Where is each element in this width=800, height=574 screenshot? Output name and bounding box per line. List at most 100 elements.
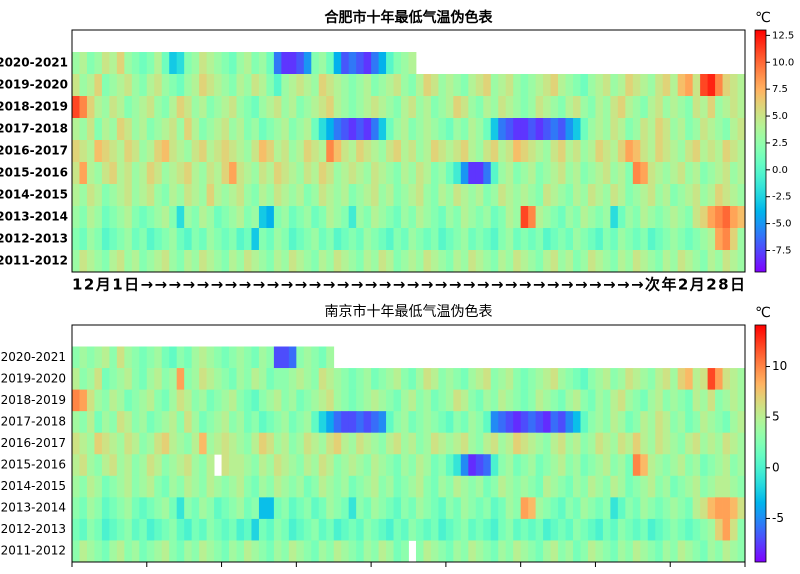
heat-cell xyxy=(371,368,379,390)
heat-cell xyxy=(528,389,537,412)
heat-cell xyxy=(401,454,409,477)
heat-cell xyxy=(595,454,604,477)
heat-cell xyxy=(558,411,566,434)
heat-cell xyxy=(199,74,207,97)
heat-cell xyxy=(116,52,125,75)
heat-cell xyxy=(662,228,671,251)
heat-cell xyxy=(318,140,327,163)
heat-cell xyxy=(124,206,133,229)
heat-cell xyxy=(475,389,484,412)
heat-cell xyxy=(670,540,679,563)
heat-cell xyxy=(221,96,230,119)
heat-cell xyxy=(722,140,731,163)
heat-cell xyxy=(273,389,282,412)
heat-cell xyxy=(101,411,110,434)
heat-cell xyxy=(543,368,551,390)
heat-cell xyxy=(318,475,327,498)
heat-cell xyxy=(677,389,686,412)
heat-cell xyxy=(221,518,230,541)
heat-cell xyxy=(318,454,327,477)
heat-cell xyxy=(393,162,402,185)
heat-cell xyxy=(281,184,290,207)
heat-cell xyxy=(191,140,200,163)
heat-cell xyxy=(460,250,469,273)
heat-cell xyxy=(86,540,95,563)
heat-cell xyxy=(707,228,716,251)
colorbar-unit: ℃ xyxy=(755,10,771,26)
heat-cell xyxy=(468,206,477,229)
heat-cell xyxy=(296,432,305,455)
heat-cell xyxy=(520,206,529,229)
heat-cell xyxy=(565,162,574,185)
heat-cell xyxy=(401,96,409,119)
heat-cell xyxy=(243,250,252,273)
heat-cell xyxy=(199,184,207,207)
heat-cell xyxy=(423,454,432,477)
heat-cell xyxy=(214,497,222,520)
heat-cell xyxy=(303,346,312,369)
heat-cell xyxy=(602,475,611,498)
heat-cell xyxy=(318,368,327,390)
heat-cell xyxy=(303,118,312,141)
heat-cell xyxy=(700,74,709,97)
heat-cell xyxy=(333,250,342,273)
heat-cell xyxy=(423,140,432,163)
heat-cell xyxy=(700,162,709,185)
heat-cell xyxy=(587,411,596,434)
heat-cell xyxy=(543,432,551,455)
heat-cell xyxy=(296,250,305,273)
heat-cell xyxy=(296,411,305,434)
heat-cell xyxy=(169,140,178,163)
heat-cell xyxy=(169,52,178,75)
heat-cell xyxy=(617,411,626,434)
heat-cell xyxy=(685,411,694,434)
heat-cell xyxy=(475,228,484,251)
heat-cell xyxy=(236,432,245,455)
heat-cell xyxy=(258,250,267,273)
heat-cell xyxy=(371,228,379,251)
heat-cell xyxy=(737,497,746,520)
heat-cell xyxy=(632,96,641,119)
heat-cell xyxy=(430,475,439,498)
heat-cell xyxy=(595,228,604,251)
heat-cell xyxy=(662,184,671,207)
heat-cell xyxy=(722,540,731,563)
heat-cell xyxy=(101,250,110,273)
heat-cell xyxy=(311,250,320,273)
heat-cell xyxy=(348,518,357,541)
heat-cell xyxy=(677,518,686,541)
heat-cell xyxy=(169,206,178,229)
heat-cell xyxy=(573,389,581,412)
heat-cell xyxy=(707,162,716,185)
heat-cell xyxy=(154,389,163,412)
heat-cell xyxy=(206,540,215,563)
heat-cell xyxy=(520,518,529,541)
heat-cell xyxy=(251,475,260,498)
heat-cell xyxy=(587,96,596,119)
heat-cell xyxy=(401,140,409,163)
heat-cell xyxy=(625,475,634,498)
heat-cell xyxy=(730,518,738,541)
heat-cell xyxy=(72,368,80,390)
heat-cell xyxy=(617,389,626,412)
heat-cell xyxy=(139,140,148,163)
heat-cell xyxy=(124,184,133,207)
heat-cell xyxy=(251,389,260,412)
heat-cell xyxy=(715,140,723,163)
heat-cell xyxy=(86,411,95,434)
heat-cell xyxy=(430,74,439,97)
heat-cell xyxy=(146,540,155,563)
heat-cell xyxy=(730,454,738,477)
heat-cell xyxy=(131,96,140,119)
heat-cell xyxy=(677,206,686,229)
heat-cell xyxy=(296,96,305,119)
heat-cell xyxy=(72,454,80,477)
heat-cell xyxy=(528,228,537,251)
heat-cell xyxy=(453,411,462,434)
heat-cell xyxy=(573,368,581,390)
heat-cell xyxy=(423,118,432,141)
heat-cell xyxy=(625,432,634,455)
heat-cell xyxy=(587,228,596,251)
heat-cell xyxy=(266,389,275,412)
heat-cell xyxy=(341,52,350,75)
